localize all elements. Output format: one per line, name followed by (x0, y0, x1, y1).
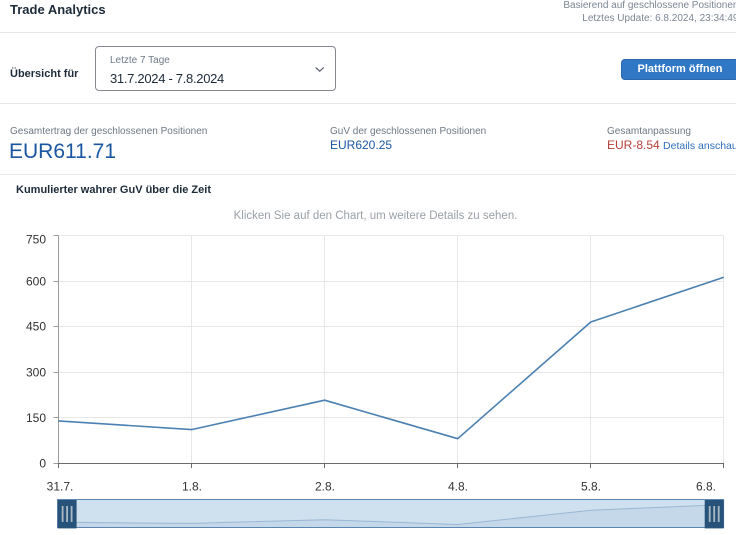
svg-text:2.8.: 2.8. (315, 480, 335, 494)
svg-text:300: 300 (26, 365, 46, 379)
svg-text:6.8.: 6.8. (696, 480, 716, 494)
svg-text:5.8.: 5.8. (581, 480, 601, 494)
svg-text:0: 0 (39, 457, 46, 471)
svg-text:450: 450 (26, 320, 46, 334)
svg-text:1.8.: 1.8. (182, 480, 202, 494)
svg-text:31.7.: 31.7. (47, 480, 74, 494)
svg-text:750: 750 (26, 232, 46, 246)
svg-text:150: 150 (26, 411, 46, 425)
svg-text:4.8.: 4.8. (448, 480, 468, 494)
svg-text:600: 600 (26, 274, 46, 288)
